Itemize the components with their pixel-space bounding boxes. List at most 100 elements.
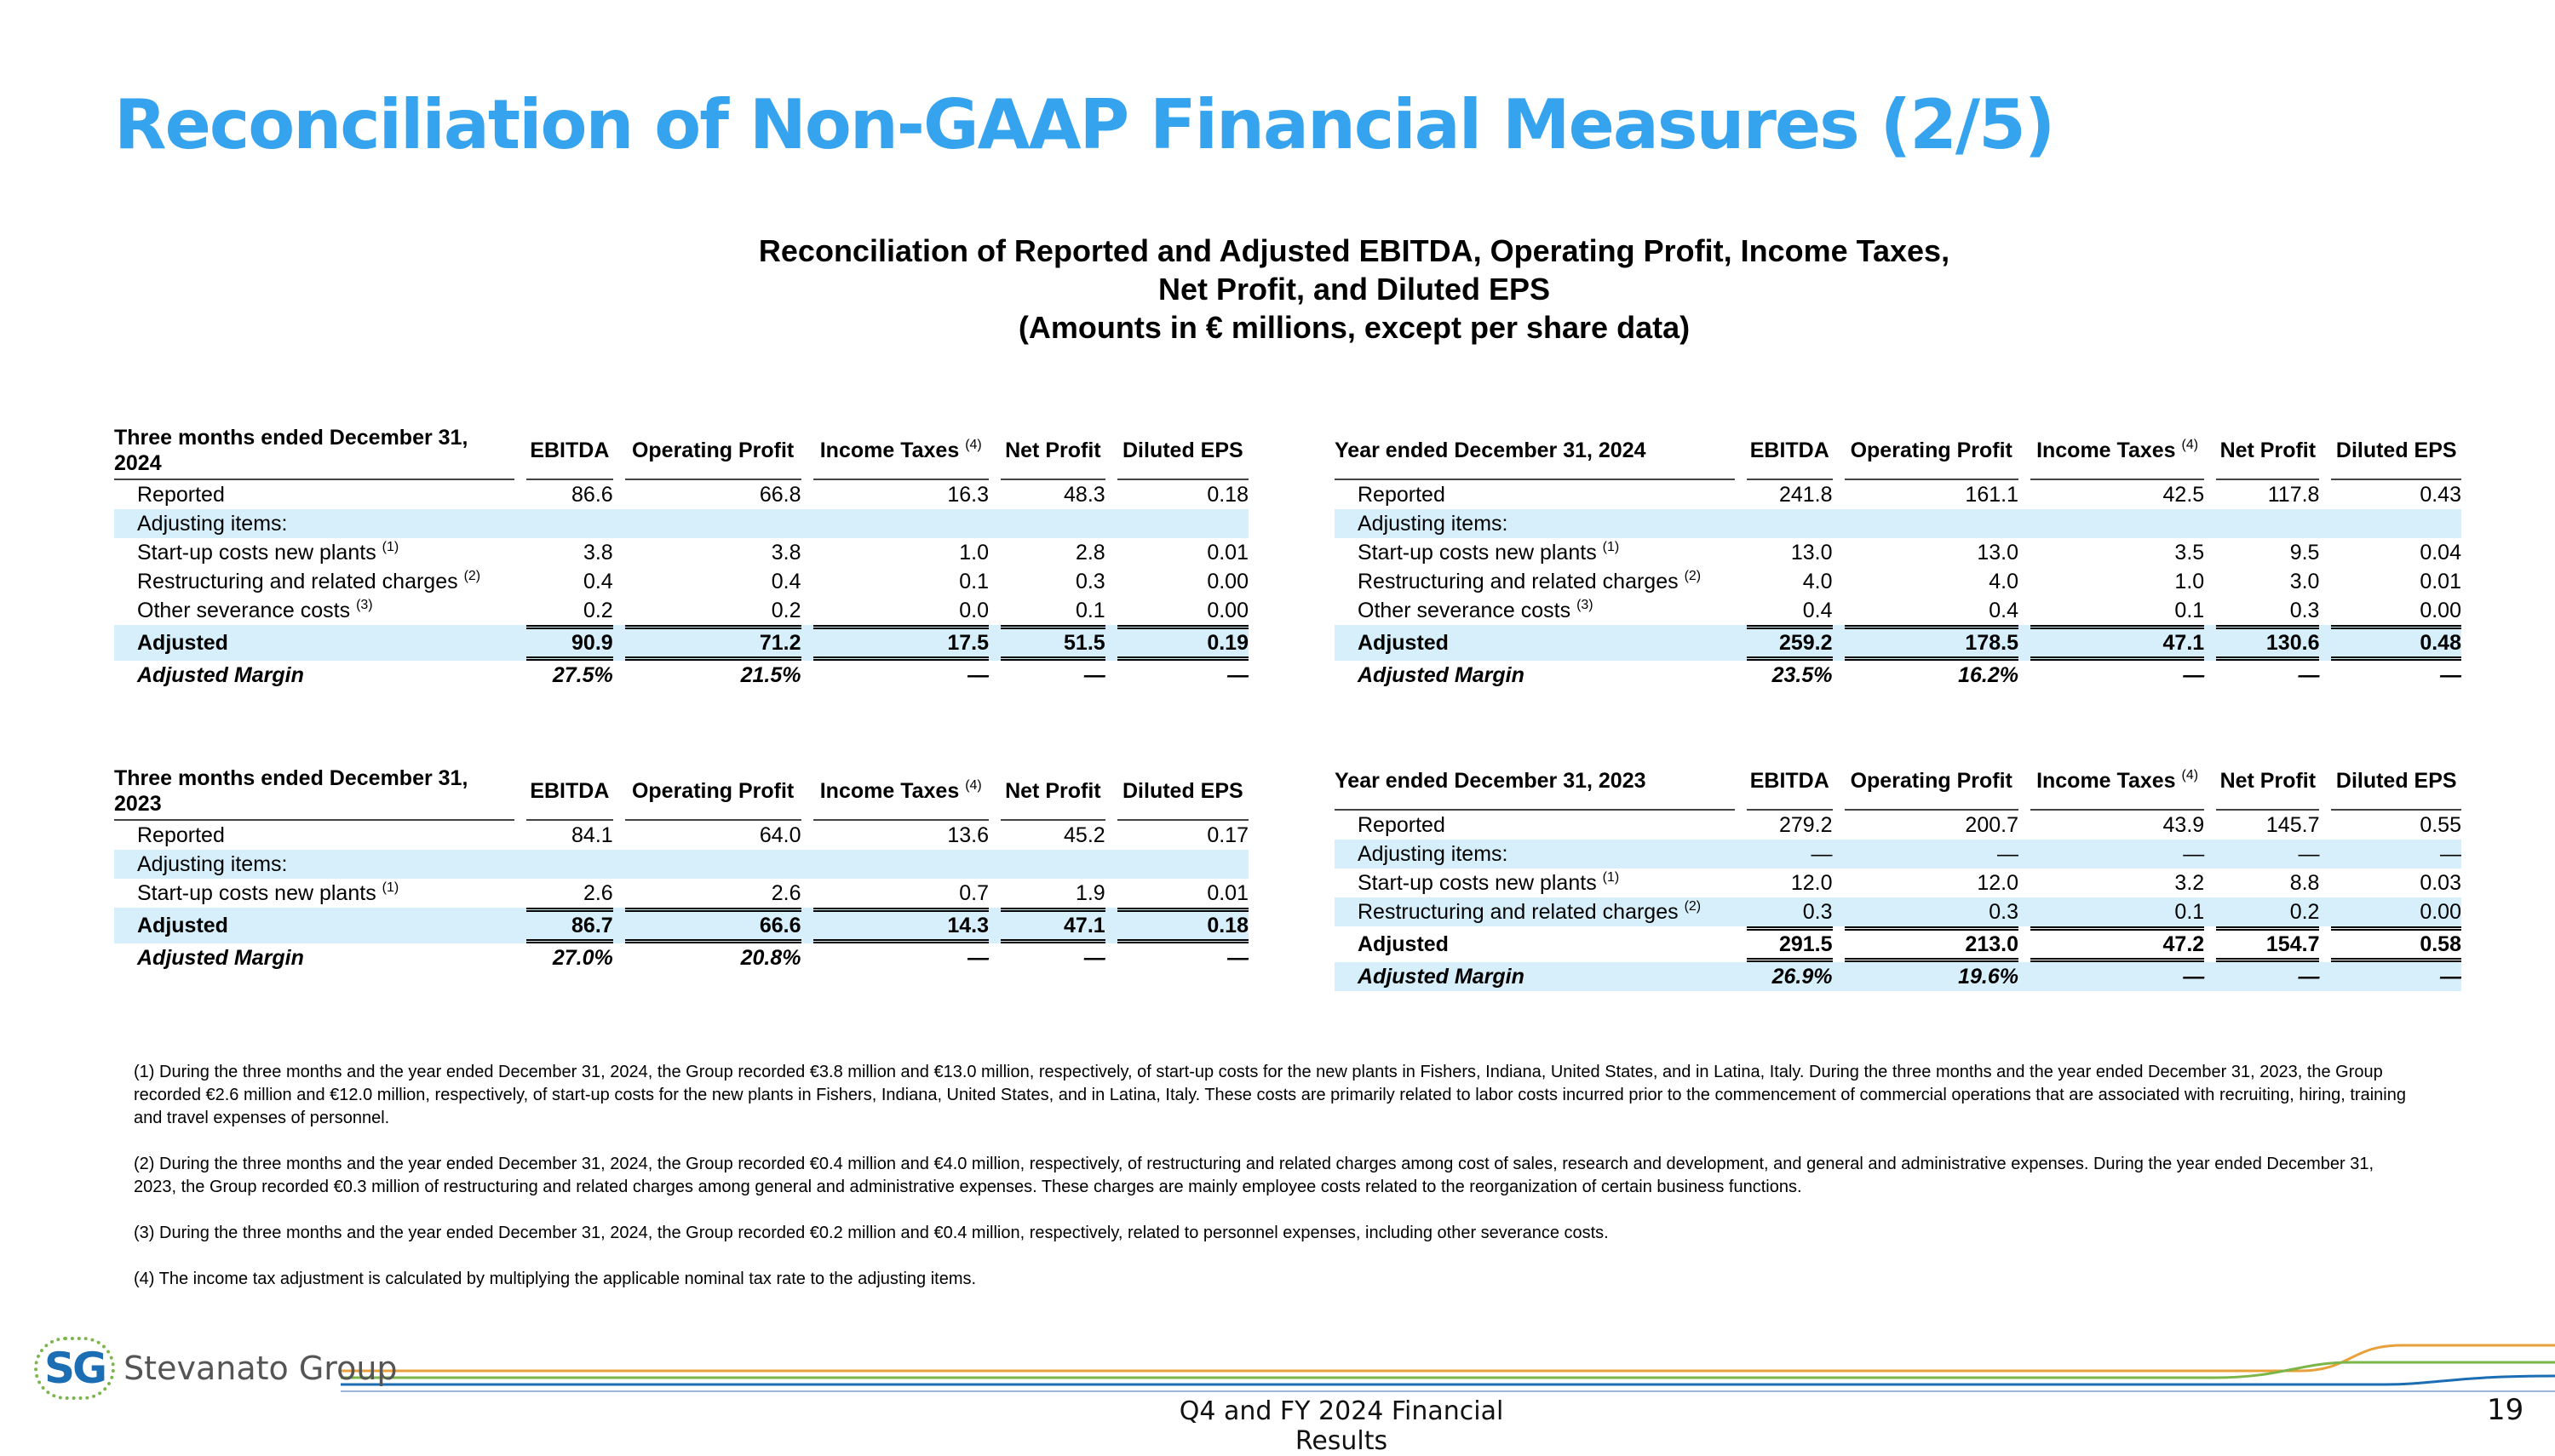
value-cell: 19.6% [1832,962,2018,991]
cell: 0.1 [2030,596,2204,625]
value-cell: 42.5 [2018,480,2205,509]
value-cell: — [1735,840,1833,868]
header-cell: Operating Profit [1844,754,2018,811]
header-text-wrap: Year ended December 31, 2024 [1335,438,1646,463]
value-cell: 14.3 [801,908,989,943]
cell [1747,509,1833,538]
cell-value: 178.5 [1965,631,2018,655]
page-number: 19 [2487,1393,2524,1427]
value-cell [801,850,990,879]
value-cell: 0.01 [2319,567,2461,596]
cell-value: — [2440,965,2461,989]
row-label: Adjusting items: [1335,840,1735,868]
cell-value: 43.9 [2162,813,2205,837]
value-cell: — [2319,840,2461,868]
cell-value: 13.0 [1790,541,1833,565]
cell-value: 145.7 [2265,813,2320,837]
table-row: Adjusted 259.2 178.5 47.1 130.6 0.48 [1335,625,2461,661]
row-label: Adjusting items: [1335,509,1735,538]
column-header: EBITDA [514,424,613,480]
value-cell [2204,509,2320,538]
cell-value: 9.5 [2289,541,2320,565]
value-cell: — [801,943,989,972]
header-text-wrap: Diluted EPS [1122,778,1243,804]
row-label-text: Reported [137,823,225,847]
value-cell: 0.2 [514,596,613,625]
cell: 16.2% [1845,661,2018,690]
cell: — [2030,962,2204,991]
cell: 0.55 [2331,811,2461,840]
cell-value: 16.2% [1958,663,2018,687]
row-label-cell: Adjusting items: [114,509,514,538]
cell: 178.5 [1844,625,2018,661]
header-text-wrap: Operating Profit [1851,768,2012,794]
value-cell: 47.1 [989,908,1105,943]
cell-value: 0.17 [1207,823,1249,847]
table-row: Other severance costs (3) 0.2 0.2 0.0 0.1 0.0… [114,596,1249,625]
logo: SG Stevanato Group [34,1337,398,1400]
header-cell: Operating Profit [1844,424,2018,480]
cell: — [2030,661,2204,690]
row-label-text: Adjusting items: [137,512,288,536]
cell-value: 12.0 [1977,871,2018,895]
header-cell: Net Profit [1001,424,1105,480]
value-cell: 26.9% [1735,962,1833,991]
value-cell: 0.58 [2319,926,2461,962]
footnote-ref: (1) [1602,870,1620,885]
value-cell: 20.8% [613,943,801,972]
value-cell: 0.2 [613,596,801,625]
row-label: Reported [114,480,514,509]
cell: — [1001,661,1105,690]
value-cell: 130.6 [2204,625,2320,661]
value-cell: 291.5 [1735,926,1833,962]
cell-value: 8.8 [2289,871,2320,895]
cell: — [1747,840,1833,868]
cell: 43.9 [2030,811,2205,840]
table-row: Restructuring and related charges (2) 4.0… [1335,567,2461,596]
header-cell: Three months ended December 31, 2024 [114,424,514,480]
column-header: Net Profit [2204,424,2320,480]
cell: 66.8 [625,480,801,509]
cell: 2.6 [526,879,613,908]
cell-value: 1.0 [2174,570,2205,593]
cell: 0.58 [2331,926,2461,962]
value-cell: 0.03 [2319,868,2461,897]
cell-value: 23.5% [1771,663,1833,687]
header-text: EBITDA [1749,769,1829,793]
value-cell [514,509,613,538]
value-cell [989,509,1105,538]
column-header: Operating Profit [1833,754,2018,811]
row-label: Adjusted Margin [114,661,514,690]
cell: 0.1 [2030,897,2204,926]
cell [813,850,990,879]
row-label-text: Other severance costs [1358,599,1571,622]
row-label-cell: Start-up costs new plants (1) [1335,538,1735,567]
footnotes: (1) During the three months and the year… [134,1061,2408,1314]
header-text: Income Taxes [2036,439,2176,462]
footnote-ref: (2) [1684,899,1702,914]
row-label-cell: Adjusted [1335,627,1735,659]
cell: 0.43 [2331,480,2461,509]
cell-value: 0.1 [1075,599,1105,622]
cell: 154.7 [2216,926,2320,962]
value-cell: 3.2 [2018,868,2204,897]
value-cell: 43.9 [2018,811,2205,840]
cell-value: — [967,663,989,687]
row-label: Adjusted Margin [1335,962,1735,991]
cell: 0.04 [2331,538,2461,567]
header-row: Year ended December 31, 2024 EBITDA Operat… [1335,424,2461,480]
row-label-text: Adjusted Margin [1358,965,1524,989]
cell: 14.3 [812,908,989,943]
cell-value: 0.03 [2420,871,2461,895]
row-label-text: Start-up costs new plants [137,881,376,905]
cell-value: 21.5% [740,663,801,687]
value-cell: 0.4 [613,567,801,596]
cell: 0.03 [2331,868,2461,897]
value-cell: 0.00 [1105,596,1249,625]
cell-value: 27.5% [552,663,613,687]
cell-value: 27.0% [552,946,613,970]
cell-value: 0.00 [1207,570,1249,593]
header-text-wrap: Three months ended December 31, 2023 [114,765,514,817]
column-header: Three months ended December 31, 2024 [114,424,514,480]
header-text: Diluted EPS [2335,439,2457,462]
